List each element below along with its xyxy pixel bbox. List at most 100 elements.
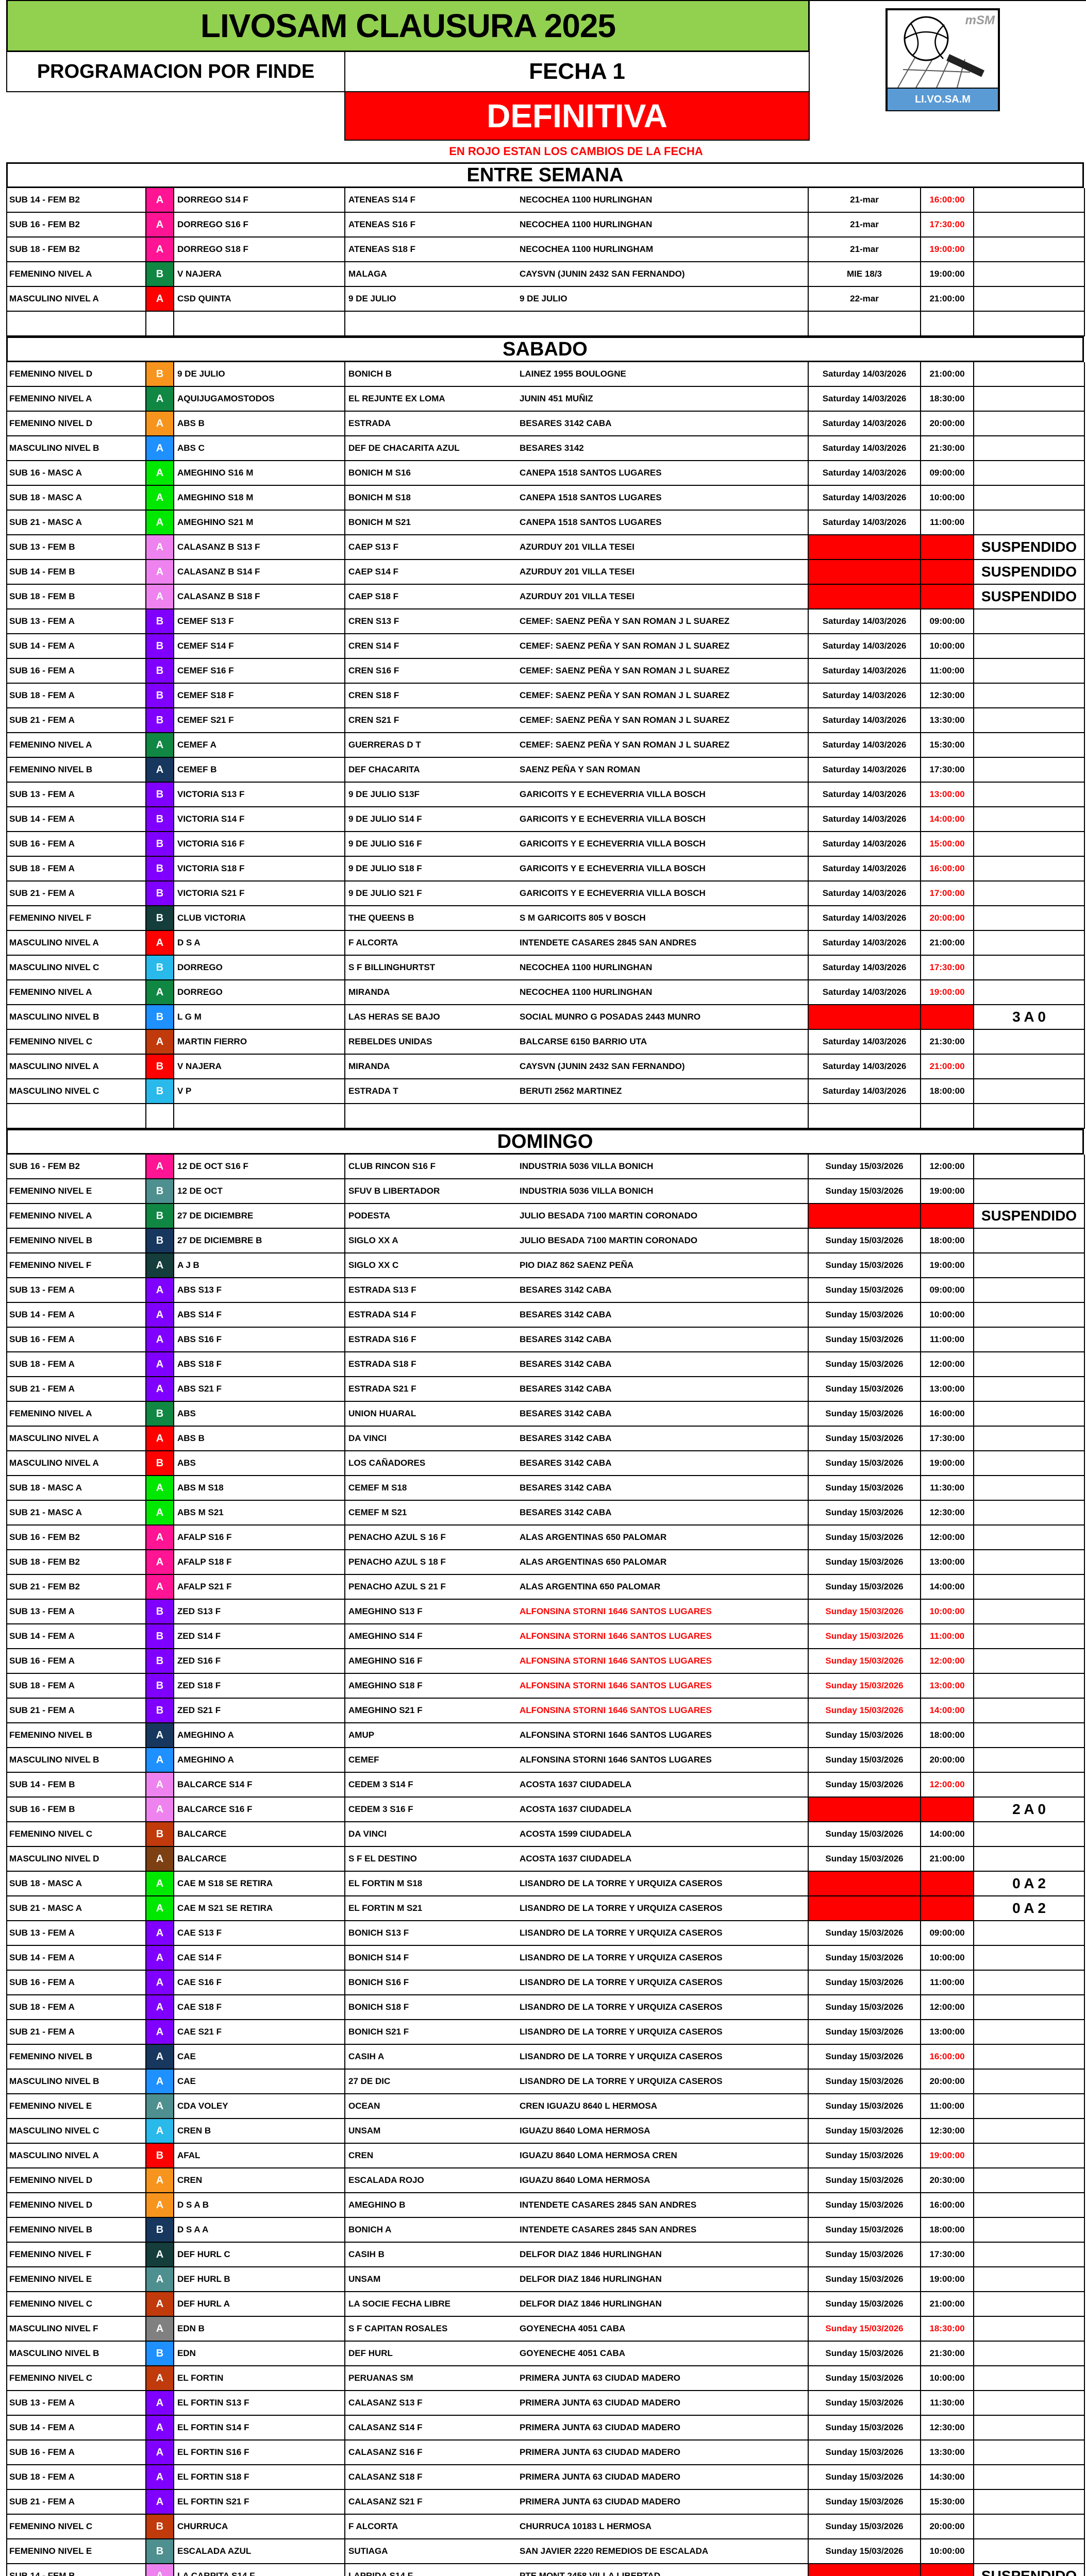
- cell-note[interactable]: [974, 733, 1085, 758]
- cell-cat[interactable]: FEMENINO NIVEL D: [7, 2193, 146, 2218]
- cell-date[interactable]: [809, 560, 921, 585]
- cell-note[interactable]: [974, 1303, 1085, 1328]
- cell-av[interactable]: CALASANZ S14 F PRIMERA JUNTA 63 CIUDAD MA…: [345, 2416, 809, 2441]
- cell-mark[interactable]: B: [146, 262, 174, 287]
- cell-note[interactable]: [974, 2243, 1085, 2267]
- cell-venue[interactable]: CEMEF: SAENZ PEÑA Y SAN ROMAN J L SUAREZ: [520, 666, 730, 675]
- cell-av[interactable]: AMEGHINO S14 F ALFONSINA STORNI 1646 SANT…: [345, 1624, 809, 1649]
- cell-cat[interactable]: FEMENINO NIVEL E: [7, 2094, 146, 2119]
- cell-home[interactable]: AFALP S16 F: [174, 1526, 345, 1550]
- cell-away[interactable]: MIRANDA: [348, 1061, 390, 1071]
- cell-home[interactable]: V P: [174, 1079, 345, 1104]
- cell-venue[interactable]: BESARES 3142 CABA: [520, 1334, 612, 1344]
- cell-cat[interactable]: SUB 21 - FEM A: [7, 882, 146, 906]
- cell-cat[interactable]: MASCULINO NIVEL A: [7, 931, 146, 956]
- cell-time[interactable]: 12:30:00: [921, 684, 974, 708]
- cell-cat[interactable]: SUB 14 - FEM A: [7, 634, 146, 659]
- cell-time[interactable]: 12:00:00: [921, 1995, 974, 2020]
- cell-venue[interactable]: BESARES 3142 CABA: [520, 1285, 612, 1295]
- cell-cat[interactable]: FEMENINO NIVEL C: [7, 2292, 146, 2317]
- cell-time[interactable]: 19:00:00: [921, 2144, 974, 2168]
- cell-venue[interactable]: CEMEF: SAENZ PEÑA Y SAN ROMAN J L SUAREZ: [520, 616, 730, 626]
- cell-mark[interactable]: B: [146, 708, 174, 733]
- cell-time[interactable]: 12:00:00: [921, 1526, 974, 1550]
- cell-date[interactable]: Sunday 15/03/2026: [809, 1971, 921, 1995]
- cell-venue[interactable]: PRIMERA JUNTA 63 CIUDAD MADERO: [520, 2497, 681, 2506]
- cell-av[interactable]: CREN S13 F CEMEF: SAENZ PEÑA Y SAN ROMAN …: [345, 609, 809, 634]
- cell-mark[interactable]: A: [146, 1550, 174, 1575]
- cell-note[interactable]: [974, 1971, 1085, 1995]
- cell-away[interactable]: CALASANZ S14 F: [348, 2422, 423, 2432]
- cell-time[interactable]: 17:30:00: [921, 1427, 974, 1451]
- cell-date[interactable]: Saturday 14/03/2026: [809, 362, 921, 387]
- cell-mark[interactable]: A: [146, 1995, 174, 2020]
- cell-venue[interactable]: ALAS ARGENTINA 650 PALOMAR: [520, 1582, 661, 1591]
- cell-time[interactable]: 18:00:00: [921, 1723, 974, 1748]
- cell-home[interactable]: EL FORTIN S16 F: [174, 2441, 345, 2465]
- cell-venue[interactable]: ALAS ARGENTINAS 650 PALOMAR: [520, 1557, 667, 1567]
- cell-note[interactable]: [974, 511, 1085, 535]
- cell-away[interactable]: CEMEF M S18: [348, 1483, 407, 1493]
- cell-cat[interactable]: SUB 16 - FEM B: [7, 1798, 146, 1822]
- cell-date[interactable]: Sunday 15/03/2026: [809, 2441, 921, 2465]
- cell-note[interactable]: SUSPENDIDO: [974, 535, 1085, 560]
- cell-mark[interactable]: A: [146, 2564, 174, 2576]
- cell-away[interactable]: CASIH A: [348, 2052, 385, 2061]
- cell-mark[interactable]: A: [146, 1575, 174, 1600]
- cell-av[interactable]: UNSAM DELFOR DIAZ 1846 HURLINGHAN: [345, 2267, 809, 2292]
- cell-time[interactable]: 20:00:00: [921, 1748, 974, 1773]
- cell-away[interactable]: LOS CAÑADORES: [348, 1458, 426, 1468]
- cell-away[interactable]: SUTIAGA: [348, 2546, 388, 2556]
- cell-mark[interactable]: A: [146, 1971, 174, 1995]
- cell-note[interactable]: [974, 2441, 1085, 2465]
- cell-home[interactable]: CAE M S21 SE RETIRA: [174, 1896, 345, 1921]
- cell-av[interactable]: UNION HUARAL BESARES 3142 CABA: [345, 1402, 809, 1427]
- cell-time[interactable]: 20:30:00: [921, 2168, 974, 2193]
- cell-away[interactable]: ESTRADA S13 F: [348, 1285, 416, 1295]
- cell-home[interactable]: 12 DE OCT S16 F: [174, 1155, 345, 1179]
- cell-home[interactable]: CEMEF S18 F: [174, 684, 345, 708]
- cell-date[interactable]: Sunday 15/03/2026: [809, 2317, 921, 2342]
- cell-time[interactable]: 11:00:00: [921, 511, 974, 535]
- cell-note[interactable]: [974, 758, 1085, 783]
- cell-note[interactable]: [974, 2267, 1085, 2292]
- cell-home[interactable]: CEMEF B: [174, 758, 345, 783]
- cell-mark[interactable]: A: [146, 2441, 174, 2465]
- cell-home[interactable]: DORREGO S14 F: [174, 188, 345, 213]
- cell-note[interactable]: [974, 1822, 1085, 1847]
- cell-av[interactable]: F ALCORTA CHURRUCA 10183 L HERMOSA: [345, 2515, 809, 2539]
- cell-mark[interactable]: A: [146, 2490, 174, 2515]
- cell-date[interactable]: Sunday 15/03/2026: [809, 2366, 921, 2391]
- cell-av[interactable]: DA VINCI ACOSTA 1599 CIUDADELA: [345, 1822, 809, 1847]
- cell-mark[interactable]: A: [146, 436, 174, 461]
- cell-time[interactable]: 10:00:00: [921, 1600, 974, 1624]
- cell-av[interactable]: CALASANZ S13 F PRIMERA JUNTA 63 CIUDAD MA…: [345, 2391, 809, 2416]
- cell-date[interactable]: Sunday 15/03/2026: [809, 2020, 921, 2045]
- cell-date[interactable]: Saturday 14/03/2026: [809, 882, 921, 906]
- cell-note[interactable]: [974, 287, 1085, 312]
- cell-mark[interactable]: A: [146, 2317, 174, 2342]
- cell-away[interactable]: CEMEF M S21: [348, 1507, 407, 1517]
- cell-cat[interactable]: SUB 18 - FEM A: [7, 684, 146, 708]
- cell-cat[interactable]: MASCULINO NIVEL B: [7, 1005, 146, 1030]
- cell-date[interactable]: Sunday 15/03/2026: [809, 1352, 921, 1377]
- cell-away[interactable]: CALASANZ S16 F: [348, 2447, 423, 2457]
- cell-note[interactable]: SUSPENDIDO: [974, 560, 1085, 585]
- cell-home[interactable]: ESCALADA AZUL: [174, 2539, 345, 2564]
- cell-cat[interactable]: SUB 18 - FEM A: [7, 1352, 146, 1377]
- cell-home[interactable]: CAE: [174, 2045, 345, 2070]
- cell-venue[interactable]: INTENDETE CASARES 2845 SAN ANDRES: [520, 938, 697, 947]
- cell-home[interactable]: DEF HURL A: [174, 2292, 345, 2317]
- cell-mark[interactable]: B: [146, 783, 174, 807]
- cell-mark[interactable]: A: [146, 1253, 174, 1278]
- cell-av[interactable]: DA VINCI BESARES 3142 CABA: [345, 1427, 809, 1451]
- cell-time[interactable]: 21:00:00: [921, 362, 974, 387]
- cell-cat[interactable]: FEMENINO NIVEL B: [7, 1723, 146, 1748]
- cell-time[interactable]: 18:30:00: [921, 387, 974, 412]
- cell-venue[interactable]: ALFONSINA STORNI 1646 SANTOS LUGARES: [520, 1705, 712, 1715]
- cell-av[interactable]: BONICH S16 F LISANDRO DE LA TORRE Y URQUI…: [345, 1971, 809, 1995]
- cell-note[interactable]: [974, 684, 1085, 708]
- cell-time[interactable]: 16:00:00: [921, 1402, 974, 1427]
- cell-away[interactable]: SFUV B LIBERTADOR: [348, 1186, 440, 1196]
- cell-home[interactable]: CALASANZ B S14 F: [174, 560, 345, 585]
